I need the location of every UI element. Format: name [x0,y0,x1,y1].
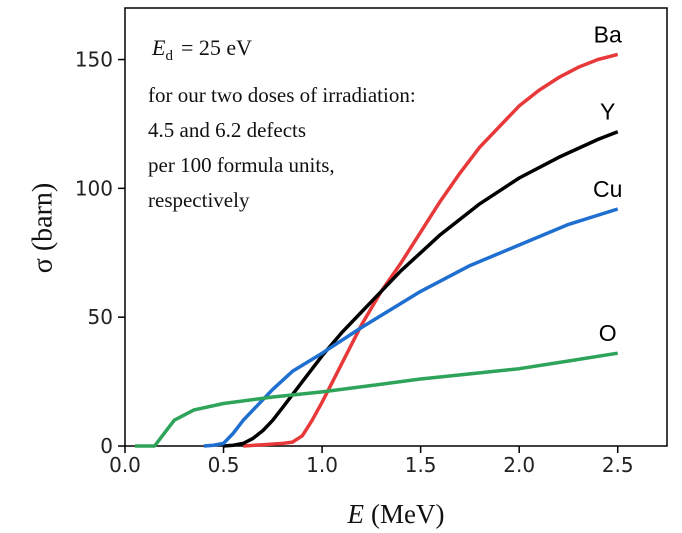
annotation-line: 4.5 and 6.2 defects [148,118,306,142]
annotation-line: for our two doses of irradiation: [148,83,416,107]
series-line [223,130,619,448]
series-line [203,207,619,448]
y-axis-label: σ (barn) [27,183,58,274]
annotation-text: = 25 eV [181,35,252,60]
x-axis-unit: (MeV) [371,499,444,529]
series-label: Ba [594,21,622,47]
y-tick-label: 0 [100,434,113,458]
y-tick-label: 50 [88,305,113,329]
y-tick-label: 100 [75,176,113,200]
x-axis-label: E (MeV) [347,499,445,529]
x-tick-label: 1.0 [306,453,338,477]
x-tick-label: 1.5 [405,453,437,477]
series-line [134,351,618,448]
series-label: Y [600,99,615,125]
annotation-line: per 100 formula units, [148,153,335,177]
x-tick-label: 0.5 [208,453,240,477]
y-tick-label: 150 [75,48,113,72]
annotation: for our two doses of irradiation: 4.5 and… [148,83,416,212]
annotation-symbol: E [151,35,166,60]
plot-frame [124,7,668,447]
annotation-title: Ed = 25 eV [151,35,252,64]
annotation-line: respectively [148,188,250,212]
x-axis-symbol: E [347,499,365,529]
annotation-subscript: d [165,48,173,64]
x-tick-label: 2.0 [503,453,535,477]
series-label: O [599,320,617,346]
x-tick-label: 0.0 [109,453,141,477]
x-tick-label: 2.5 [602,453,634,477]
series-line [243,52,619,448]
series-label: Cu [593,176,622,202]
